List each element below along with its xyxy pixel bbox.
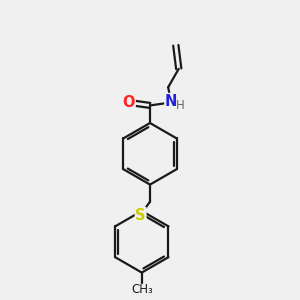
- Text: N: N: [165, 94, 177, 109]
- Text: CH₃: CH₃: [131, 283, 153, 296]
- Text: S: S: [135, 208, 146, 223]
- Text: O: O: [123, 95, 135, 110]
- Text: H: H: [176, 99, 185, 112]
